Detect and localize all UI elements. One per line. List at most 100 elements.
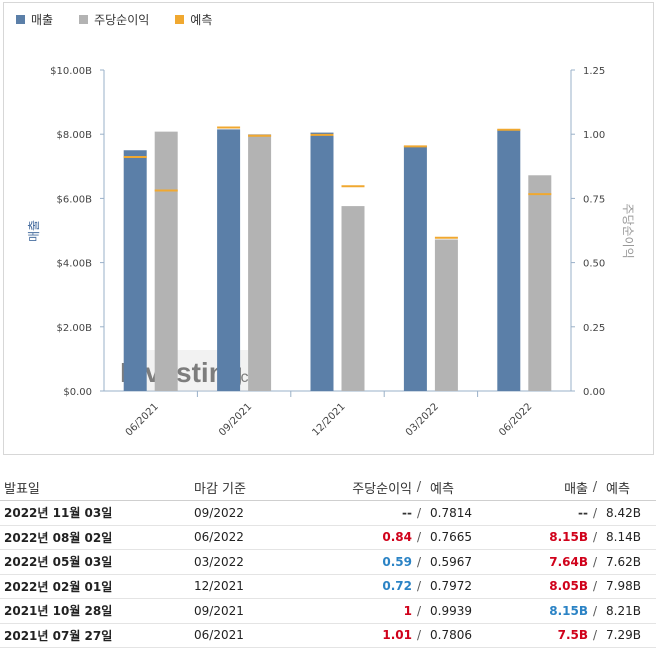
y2-tick-label: 1.25 — [583, 66, 605, 77]
cell-slash: / — [416, 603, 422, 618]
legend-item-revenue[interactable]: 매출 — [16, 11, 53, 28]
cell-date: 2022년 02월 01일 — [4, 579, 113, 594]
revenue-swatch-icon — [16, 15, 25, 24]
y-axis-title: 매출 — [27, 220, 41, 242]
cell-date: 2022년 05월 03일 — [4, 555, 113, 570]
revenue-bar — [123, 150, 147, 391]
header-revenue[interactable]: 매출 — [564, 481, 588, 497]
cell-revenue-forecast: 8.14B — [606, 530, 641, 545]
x-tick-label: 09/2021 — [217, 401, 254, 438]
revenue-bar — [217, 129, 241, 391]
forecast-swatch-icon — [175, 15, 185, 24]
cell-date: 2022년 11월 03일 — [4, 506, 113, 521]
header-revenue-forecast[interactable]: 예측 — [606, 481, 630, 497]
eps-bar — [528, 175, 552, 391]
cell-period: 06/2021 — [194, 628, 244, 643]
cell-eps: 0.84 — [382, 530, 412, 545]
cell-period: 03/2022 — [194, 554, 244, 569]
legend-item-eps[interactable]: 주당순이익 — [79, 11, 149, 28]
cell-slash: / — [592, 603, 598, 618]
table-row: 2022년 08월 02일 06/2022 0.84 / 0.7665 8.15B / 8.1… — [0, 526, 656, 550]
cell-eps: 1 — [403, 603, 412, 618]
y2-tick-label: 0.00 — [583, 387, 605, 398]
cell-eps-forecast: 0.7665 — [430, 530, 472, 545]
header-eps-forecast[interactable]: 예측 — [430, 481, 454, 497]
cell-eps-forecast: 0.7806 — [430, 628, 472, 643]
revenue-bar — [497, 129, 521, 391]
cell-slash: / — [592, 530, 598, 545]
earnings-table: 발표일 마감 기준 주당순이익 / 예측 매출 / 예측 2022년 11월 0… — [0, 474, 656, 648]
table-header-row: 발표일 마감 기준 주당순이익 / 예측 매출 / 예측 — [0, 474, 656, 501]
cell-eps-forecast: 0.7814 — [430, 505, 472, 520]
table-row: 2021년 07월 27일 06/2021 1.01 / 0.7806 7.5B / 7.29… — [0, 624, 656, 648]
eps-bar — [341, 206, 365, 391]
cell-slash: / — [592, 505, 598, 520]
y-tick-label: $8.00B — [57, 130, 93, 141]
cell-eps: 0.59 — [382, 554, 412, 569]
y2-tick-label: 1.00 — [583, 130, 605, 141]
cell-revenue-forecast: 8.21B — [606, 603, 641, 618]
y2-axis-title: 주당순이익 — [621, 203, 635, 258]
eps-bar — [434, 239, 458, 391]
cell-revenue: -- — [578, 505, 588, 520]
eps-bar — [154, 131, 178, 391]
x-tick-label: 12/2021 — [310, 401, 347, 438]
header-slash: / — [416, 479, 422, 495]
cell-eps: 0.72 — [382, 579, 412, 594]
legend-item-forecast[interactable]: 예측 — [175, 11, 212, 28]
eps-swatch-icon — [79, 15, 89, 24]
y-tick-label: $10.00B — [50, 66, 92, 77]
cell-slash: / — [592, 579, 598, 594]
x-tick-label: 06/2021 — [124, 401, 161, 438]
cell-revenue: 8.15B — [549, 530, 588, 545]
cell-date: 2021년 07월 27일 — [4, 628, 113, 643]
cell-date: 2021년 10월 28일 — [4, 604, 113, 619]
table-row: 2022년 11월 03일 09/2022 -- / 0.7814 -- / 8.42B — [0, 501, 656, 526]
eps-bar — [248, 134, 272, 391]
cell-revenue: 8.15B — [549, 603, 588, 618]
x-tick-label: 06/2022 — [497, 401, 534, 438]
y-tick-label: $0.00 — [63, 387, 92, 398]
cell-revenue: 8.05B — [549, 579, 588, 594]
revenue-bar — [403, 145, 427, 391]
cell-revenue-forecast: 7.29B — [606, 628, 641, 643]
cell-slash: / — [592, 554, 598, 569]
legend-label-eps: 주당순이익 — [94, 13, 150, 27]
y-tick-label: $2.00B — [57, 323, 93, 334]
y-tick-label: $6.00B — [57, 194, 93, 205]
cell-revenue-forecast: 7.98B — [606, 579, 641, 594]
cell-eps: -- — [402, 505, 412, 520]
cell-slash: / — [416, 579, 422, 594]
y2-tick-label: 0.75 — [583, 194, 605, 205]
cell-period: 09/2021 — [194, 603, 244, 618]
cell-slash: / — [416, 554, 422, 569]
cell-eps: 1.01 — [382, 628, 412, 643]
table-row: 2022년 02월 01일 12/2021 0.72 / 0.7972 8.05B / 7.9… — [0, 575, 656, 599]
cell-revenue: 7.64B — [549, 554, 588, 569]
chart-legend: 매출 주당순이익 예측 — [16, 11, 212, 28]
cell-revenue: 7.5B — [557, 628, 588, 643]
header-slash: / — [592, 479, 598, 495]
cell-slash: / — [416, 505, 422, 520]
x-tick-label: 03/2022 — [404, 401, 441, 438]
cell-date: 2022년 08월 02일 — [4, 530, 113, 545]
cell-revenue-forecast: 7.62B — [606, 554, 641, 569]
legend-label-revenue: 매출 — [31, 13, 54, 27]
cell-revenue-forecast: 8.42B — [606, 505, 641, 520]
header-date[interactable]: 발표일 — [4, 481, 40, 497]
header-eps[interactable]: 주당순이익 — [352, 481, 412, 497]
table-row: 2022년 05월 03일 03/2022 0.59 / 0.5967 7.64B / 7.6… — [0, 550, 656, 575]
watermark-backdrop — [124, 350, 269, 391]
cell-slash: / — [416, 530, 422, 545]
y2-tick-label: 0.25 — [583, 323, 605, 334]
cell-eps-forecast: 0.7972 — [430, 579, 472, 594]
cell-period: 09/2022 — [194, 505, 244, 520]
cell-eps-forecast: 0.5967 — [430, 554, 472, 569]
cell-period: 06/2022 — [194, 530, 244, 545]
cell-slash: / — [416, 628, 422, 643]
earnings-chart: $0.00 $2.00B $4.00B $6.00B $8.00B $10.00B 0.00… — [27, 66, 635, 438]
table-body: 2022년 11월 03일 09/2022 --/0.7814 --/8.42B 202… — [0, 501, 656, 648]
legend-label-forecast: 예측 — [190, 13, 213, 27]
header-period[interactable]: 마감 기준 — [194, 481, 246, 497]
cell-period: 12/2021 — [194, 579, 244, 594]
